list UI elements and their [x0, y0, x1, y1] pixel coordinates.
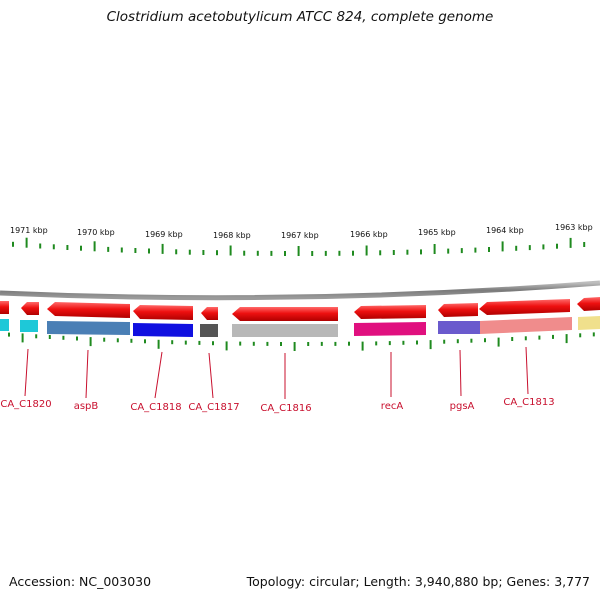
leader-line	[24, 348, 29, 397]
gene-block[interactable]	[354, 322, 426, 336]
kbp-label: 1964 kbp	[486, 226, 524, 235]
gene-block[interactable]	[47, 321, 130, 335]
gene-arrow[interactable]	[0, 301, 9, 314]
genome-title: Clostridium acetobutylicum ATCC 824, com…	[106, 9, 494, 25]
kbp-label: 1968 kbp	[213, 231, 251, 240]
leader-line	[85, 349, 89, 399]
kbp-label: 1969 kbp	[145, 230, 183, 239]
gene-label: CA_C1817	[188, 402, 239, 413]
leader-line	[459, 349, 462, 397]
gene-block[interactable]	[0, 319, 9, 331]
kbp-label: 1967 kbp	[281, 231, 319, 240]
gene-label: recA	[381, 401, 404, 412]
gene-block[interactable]	[480, 317, 572, 334]
gene-arrow[interactable]	[232, 307, 338, 321]
gene-block[interactable]	[20, 320, 38, 332]
gene-label: CA_C1816	[260, 403, 311, 414]
gene-label: aspB	[74, 401, 99, 412]
gene-block[interactable]	[578, 316, 600, 330]
gene-block[interactable]	[133, 323, 193, 337]
kbp-label: 1963 kbp	[555, 223, 593, 232]
scale-ticks-lower	[8, 332, 595, 351]
kbp-label: 1970 kbp	[77, 228, 115, 237]
accession-text: Accession: NC_003030	[9, 574, 152, 589]
genome-summary: Topology: circular; Length: 3,940,880 bp…	[246, 574, 590, 589]
gene-arrow[interactable]	[354, 305, 426, 319]
gene-label: CA_C1820	[0, 399, 51, 410]
gene-arrow[interactable]	[133, 305, 193, 320]
leader-line	[525, 346, 529, 395]
gene-block[interactable]	[200, 324, 218, 337]
gene-arrow[interactable]	[479, 299, 570, 315]
gene-arrow[interactable]	[21, 302, 39, 315]
leader-line	[208, 352, 214, 399]
gene-arrow[interactable]	[47, 302, 130, 318]
gene-arrow[interactable]	[438, 303, 478, 317]
kbp-label: 1966 kbp	[350, 230, 388, 239]
gene-block[interactable]	[232, 324, 338, 337]
gene-arrow[interactable]	[577, 297, 600, 311]
kbp-label: 1965 kbp	[418, 228, 456, 237]
gene-label: CA_C1818	[130, 402, 181, 413]
scale-ticks	[12, 237, 586, 256]
gene-block[interactable]	[438, 321, 480, 334]
genome-backbone	[0, 280, 600, 301]
gene-arrow[interactable]	[201, 307, 218, 320]
kbp-label: 1971 kbp	[10, 226, 48, 235]
leader-line	[154, 351, 163, 399]
gene-label: CA_C1813	[503, 397, 554, 408]
gene-label: pgsA	[450, 401, 475, 412]
